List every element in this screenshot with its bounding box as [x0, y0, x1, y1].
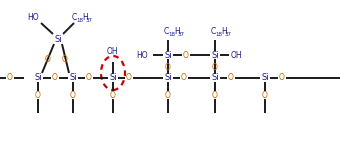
Text: O: O: [165, 63, 171, 72]
Text: O: O: [262, 90, 268, 99]
Text: Si: Si: [34, 74, 42, 82]
Text: O: O: [183, 51, 189, 60]
Text: 37: 37: [86, 18, 93, 22]
Text: HO: HO: [136, 51, 148, 60]
Text: H: H: [82, 13, 88, 22]
Text: HO: HO: [28, 13, 39, 22]
Text: O: O: [110, 90, 116, 99]
Text: 18: 18: [215, 32, 222, 36]
Text: Si: Si: [261, 74, 269, 82]
Text: C: C: [211, 27, 216, 36]
Text: 18: 18: [76, 18, 83, 22]
Text: OH: OH: [106, 47, 118, 56]
Text: O: O: [279, 74, 285, 82]
Text: 37: 37: [178, 32, 185, 36]
Text: H: H: [174, 27, 180, 36]
Text: H: H: [221, 27, 227, 36]
Text: C: C: [164, 27, 169, 36]
Text: Si: Si: [164, 74, 172, 82]
Text: O: O: [212, 90, 218, 99]
Text: O: O: [86, 74, 92, 82]
Text: C: C: [72, 13, 77, 22]
Text: Si: Si: [164, 51, 172, 60]
Text: O: O: [62, 54, 68, 63]
Text: 18: 18: [168, 32, 175, 36]
Text: O: O: [70, 90, 76, 99]
Text: Si: Si: [211, 74, 219, 82]
Text: Si: Si: [69, 74, 77, 82]
Text: O: O: [45, 54, 51, 63]
Text: O: O: [212, 63, 218, 72]
Text: O: O: [126, 74, 132, 82]
Text: OH: OH: [231, 51, 243, 60]
Text: O: O: [228, 74, 234, 82]
Text: Si: Si: [109, 74, 117, 82]
Text: 37: 37: [225, 32, 232, 36]
Text: O: O: [52, 74, 58, 82]
Text: O: O: [165, 90, 171, 99]
Text: Si: Si: [54, 36, 62, 45]
Text: Si: Si: [211, 51, 219, 60]
Text: O: O: [7, 74, 13, 82]
Text: O: O: [181, 74, 187, 82]
Text: O: O: [35, 90, 41, 99]
